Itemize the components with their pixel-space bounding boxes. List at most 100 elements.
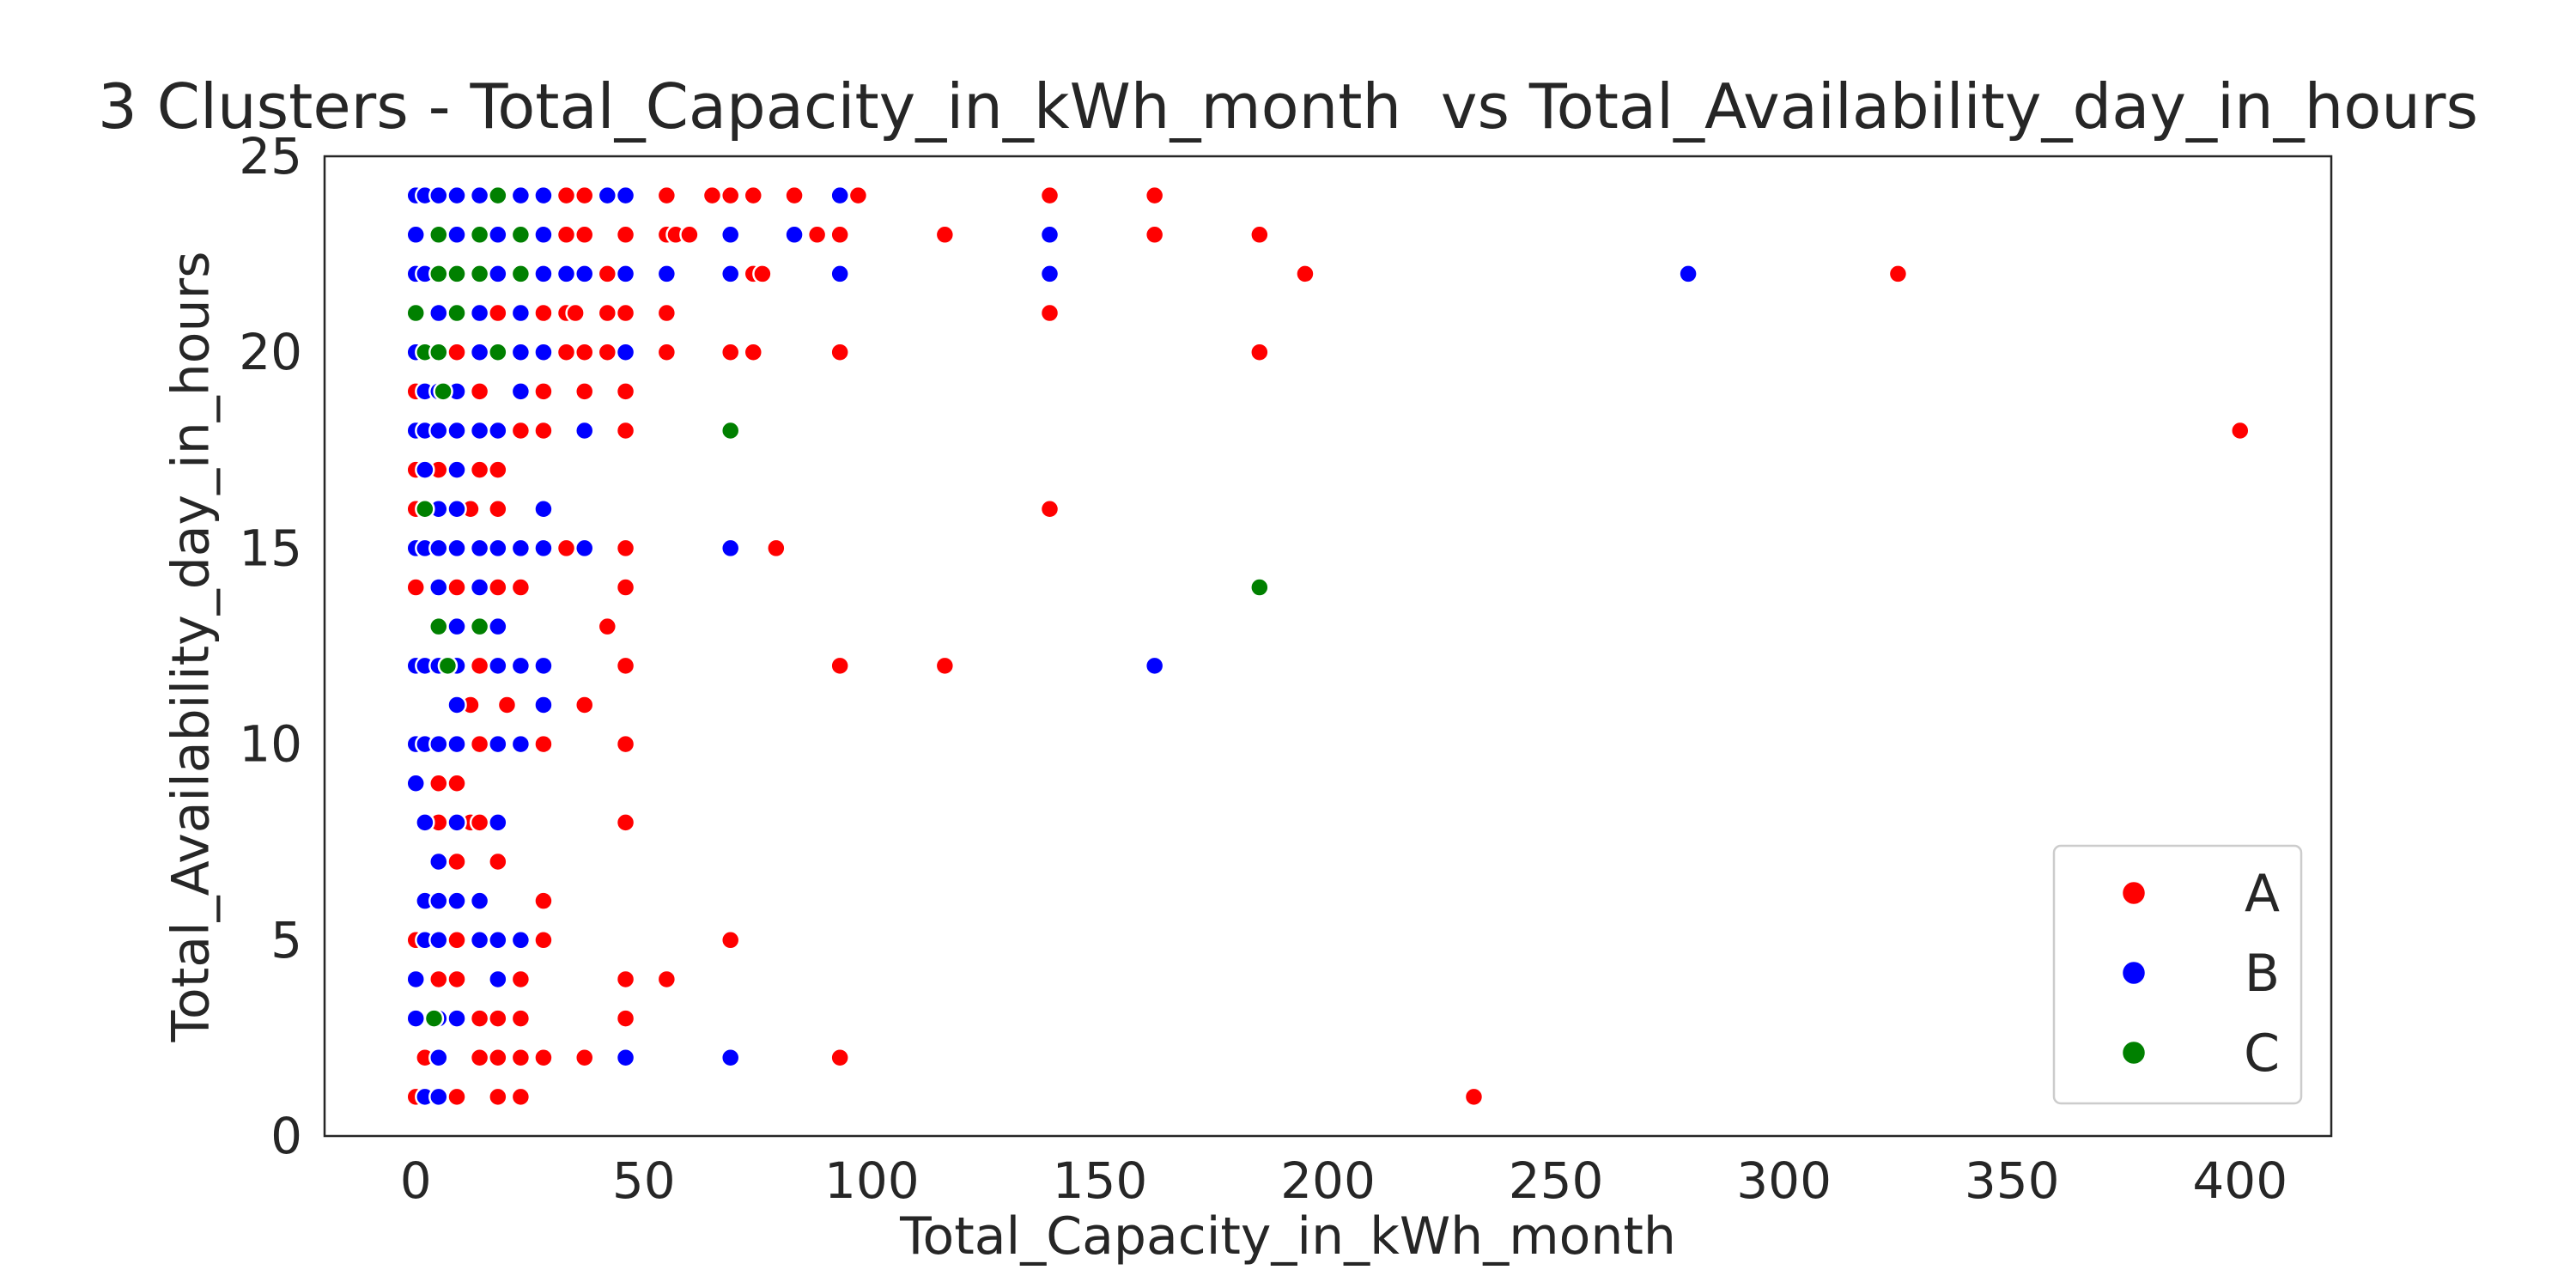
data-point-b [488,616,508,637]
data-point-b [428,577,449,598]
data-point-c [469,264,490,284]
data-point-b [488,655,508,677]
y-axis-label: Total_Availability_day_in_hours [160,251,221,1042]
data-point-b [428,1047,449,1068]
data-point-a [784,185,805,206]
data-point-b [469,890,490,911]
data-point-a [488,459,508,480]
data-point-a [556,538,577,559]
data-point-a [806,224,828,246]
data-point-b [720,264,741,284]
data-point-b [656,264,677,284]
data-point-b [574,420,595,441]
data-point-b [1039,264,1060,284]
plot-area-frame [323,155,2333,1138]
data-point-a [720,185,741,206]
data-point-a [556,185,577,206]
data-point-b [488,420,508,441]
data-point-b [615,264,636,284]
data-point-b [447,459,467,480]
data-point-a [934,224,956,246]
data-point-b [533,655,554,677]
data-point-a [510,1047,532,1068]
data-point-b [469,577,490,598]
data-point-b [720,1047,741,1068]
data-point-a [496,695,518,715]
data-point-b [510,302,532,324]
y-tick-label: 5 [270,911,302,969]
data-point-c [447,264,467,284]
x-tick-label: 400 [2192,1151,2287,1210]
data-point-a [829,342,850,362]
data-point-a [702,185,723,206]
data-point-a [1249,342,1270,362]
data-point-c [720,420,741,441]
data-point-a [469,1047,490,1068]
axis-ticks: 0 50 100 150 200 250 300 350 400 0 5 10 15 20 25 [239,127,2287,1210]
data-point-a [848,185,869,206]
data-point-b [469,342,490,362]
data-point-b [720,538,741,559]
data-point-a [447,342,467,362]
y-tick-label: 0 [270,1107,302,1165]
data-point-c [488,342,508,362]
data-point-b [447,812,467,833]
data-point-a [597,342,618,362]
data-point-a [556,224,577,246]
data-point-b [447,890,467,911]
data-point-b [428,420,449,441]
data-point-b [510,930,532,951]
data-point-c [428,264,449,284]
x-tick-label: 50 [612,1151,676,1210]
legend-label-c: C [2244,1024,2280,1084]
data-point-a [447,930,467,951]
data-point-a [405,577,426,598]
data-point-a [469,733,490,755]
data-point-c [510,264,532,284]
legend-marker-a [2120,879,2148,907]
data-point-a [469,1008,490,1029]
data-point-b [428,1086,449,1108]
data-point-a [488,302,508,324]
data-point-b [428,851,449,872]
data-point-a [488,577,508,598]
data-point-b [615,185,636,206]
data-point-b [533,538,554,559]
data-point-b [428,185,449,206]
data-point-b [415,812,435,833]
data-point-b [574,538,595,559]
data-point-a [1887,264,1909,284]
data-point-b [428,890,449,911]
data-point-a [488,1047,508,1068]
data-point-a [488,1008,508,1029]
data-point-a [574,381,595,402]
data-point-a [1039,185,1060,206]
data-point-a [469,812,490,833]
data-point-a [447,969,467,990]
data-point-a [1295,264,1315,284]
data-point-a [1144,224,1165,246]
data-point-a [533,302,554,324]
y-tick-label: 25 [239,127,302,185]
data-point-a [2230,420,2251,441]
data-point-b [428,302,449,324]
data-point-b [447,695,467,715]
data-point-b [533,695,554,715]
legend-frame [2052,844,2303,1105]
data-point-a [510,1086,532,1108]
data-point-b [556,264,577,284]
data-point-b [533,264,554,284]
data-point-a [447,773,467,793]
data-point-a [615,420,636,441]
data-point-c [428,616,449,637]
data-point-b [447,616,467,637]
x-tick-label: 150 [1053,1151,1148,1210]
data-point-b [1039,224,1060,246]
y-tick-label: 10 [239,715,302,774]
x-tick-label: 100 [824,1151,920,1210]
data-point-a [510,969,532,990]
data-point-b [574,264,595,284]
data-point-b [405,773,426,793]
data-point-b [510,185,532,206]
data-point-b [469,302,490,324]
